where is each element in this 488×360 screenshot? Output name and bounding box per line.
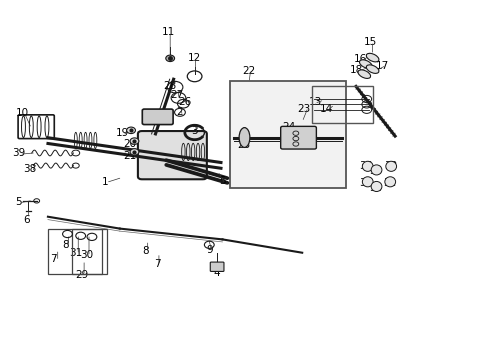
Text: 35: 35: [368, 166, 382, 176]
Text: 26: 26: [178, 96, 191, 107]
Text: 8: 8: [142, 246, 149, 256]
Bar: [48, 229, 102, 274]
Text: 15: 15: [363, 37, 377, 48]
Text: 2: 2: [176, 107, 183, 117]
Text: 5: 5: [15, 197, 22, 207]
FancyBboxPatch shape: [138, 131, 206, 179]
Text: 8: 8: [62, 240, 69, 250]
Text: 3: 3: [191, 126, 198, 136]
Text: 34: 34: [368, 183, 382, 193]
Text: 33: 33: [384, 161, 397, 171]
Bar: [311, 86, 372, 123]
Text: 6: 6: [23, 215, 30, 225]
Text: 18: 18: [348, 65, 362, 75]
Text: 12: 12: [187, 53, 201, 63]
Ellipse shape: [362, 177, 372, 187]
Text: 21: 21: [122, 150, 136, 161]
Ellipse shape: [370, 165, 381, 175]
Text: 36: 36: [358, 161, 372, 171]
FancyBboxPatch shape: [280, 126, 316, 149]
Ellipse shape: [370, 181, 381, 192]
Text: 29: 29: [75, 270, 89, 280]
Bar: [229, 81, 346, 188]
Text: 31: 31: [69, 248, 82, 258]
Text: 17: 17: [375, 60, 388, 71]
Ellipse shape: [239, 128, 249, 148]
Text: 9: 9: [205, 245, 212, 255]
Text: 5: 5: [219, 176, 225, 186]
Text: 27: 27: [169, 90, 183, 100]
Text: 32: 32: [383, 178, 396, 188]
Bar: [72, 229, 106, 274]
Text: 37: 37: [358, 178, 372, 188]
Text: 30: 30: [81, 250, 93, 260]
Text: 4: 4: [213, 268, 220, 278]
Text: 28: 28: [163, 81, 177, 91]
Text: 39: 39: [12, 148, 25, 158]
Text: 20: 20: [123, 139, 136, 149]
Ellipse shape: [366, 53, 378, 62]
Ellipse shape: [359, 60, 371, 68]
Ellipse shape: [385, 161, 396, 171]
Text: 22: 22: [241, 66, 255, 76]
Text: 24: 24: [281, 122, 295, 132]
Text: 38: 38: [22, 164, 36, 174]
Text: 23: 23: [297, 104, 310, 114]
Circle shape: [165, 55, 174, 62]
Text: 10: 10: [16, 108, 28, 118]
Text: 16: 16: [353, 54, 367, 64]
Text: 7: 7: [154, 258, 161, 269]
FancyBboxPatch shape: [210, 262, 224, 271]
Ellipse shape: [366, 65, 378, 73]
Text: 25: 25: [236, 140, 250, 150]
Circle shape: [126, 127, 135, 134]
Ellipse shape: [357, 70, 370, 78]
Text: 1: 1: [102, 177, 108, 187]
Text: 7: 7: [50, 254, 57, 264]
FancyBboxPatch shape: [142, 109, 173, 125]
Text: 19: 19: [115, 128, 129, 138]
Text: 14: 14: [319, 104, 333, 114]
Ellipse shape: [384, 177, 395, 187]
Circle shape: [130, 138, 139, 144]
Text: 13: 13: [308, 96, 322, 107]
Text: 11: 11: [162, 27, 175, 37]
Ellipse shape: [362, 161, 372, 171]
Circle shape: [130, 149, 139, 155]
